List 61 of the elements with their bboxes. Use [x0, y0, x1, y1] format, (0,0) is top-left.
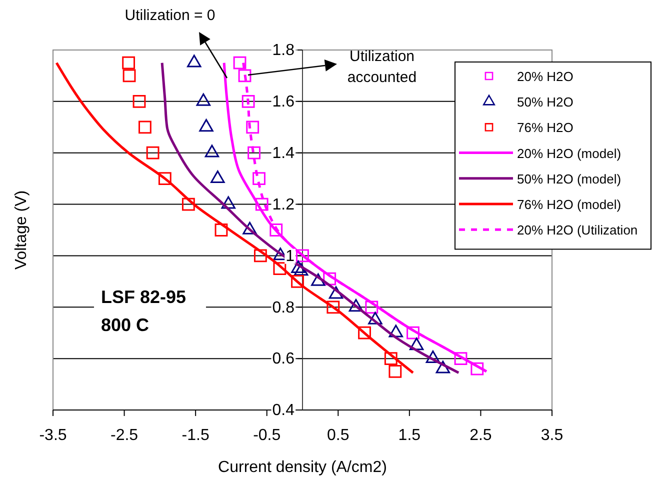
text: Utilization = 0 — [124, 7, 216, 24]
point — [254, 249, 267, 262]
point — [291, 274, 304, 288]
point — [255, 198, 268, 211]
point — [122, 56, 136, 70]
point — [406, 326, 420, 340]
point — [384, 352, 398, 366]
x-tick-label: 3.5 — [540, 426, 564, 444]
point — [326, 300, 340, 314]
point — [348, 299, 364, 312]
legend-label: 20% H2O (model) — [517, 146, 622, 161]
y-tick-label: 1.2 — [272, 196, 295, 214]
annotation: LSF 82-95 800 C — [101, 287, 186, 335]
point — [296, 249, 309, 262]
legend-label: 76% H2O (model) — [517, 197, 622, 212]
legend-label: 20% H2O — [517, 69, 574, 84]
point — [248, 146, 260, 160]
y-tick-label: 1 — [286, 248, 295, 265]
point — [252, 172, 266, 186]
x-tick-label: 0.5 — [327, 426, 350, 444]
x-tick-label: -3.5 — [39, 426, 67, 444]
point — [132, 94, 146, 108]
x-tick-label: -2.5 — [110, 426, 138, 444]
x-tick-label: 2.5 — [470, 426, 492, 444]
point — [238, 69, 252, 82]
point — [409, 338, 424, 350]
point — [323, 272, 336, 286]
point — [470, 362, 484, 376]
point — [182, 198, 195, 211]
point — [246, 120, 260, 134]
y-tick-label: 1.6 — [272, 94, 295, 111]
annotation: Utilization accounted — [347, 48, 417, 86]
legend-label: 76% H2O — [517, 120, 574, 136]
y-tick-label: 0.6 — [272, 350, 295, 368]
y-axis-title: Voltage (V) — [13, 190, 30, 270]
point — [273, 262, 286, 276]
point — [365, 300, 378, 314]
point — [454, 352, 468, 366]
x-axis-title: Current density (A/cm2) — [218, 459, 387, 476]
y-tick-label: 0.8 — [272, 299, 295, 316]
y-tick-label: 1.8 — [272, 42, 295, 60]
point — [233, 56, 246, 70]
point — [138, 120, 152, 134]
point — [388, 364, 402, 378]
legend-label: 20% H2O (Utilization — [517, 222, 638, 238]
point — [242, 94, 255, 108]
line-series — [55, 62, 414, 374]
point — [158, 172, 172, 186]
point — [214, 224, 228, 236]
legend-label: 50% H2O — [517, 94, 574, 110]
x-tick-label: -1.5 — [182, 426, 210, 444]
point — [146, 146, 160, 160]
x-tick-label: 1.5 — [398, 426, 421, 444]
y-tick-label: 1.4 — [272, 144, 295, 162]
point — [294, 263, 308, 276]
point — [122, 69, 136, 82]
y-tick-label: 0.4 — [272, 402, 295, 420]
point — [358, 326, 371, 340]
x-tick-label: -0.5 — [253, 426, 281, 444]
legend-label: 50% H2O (model) — [517, 171, 622, 186]
point — [270, 224, 283, 236]
